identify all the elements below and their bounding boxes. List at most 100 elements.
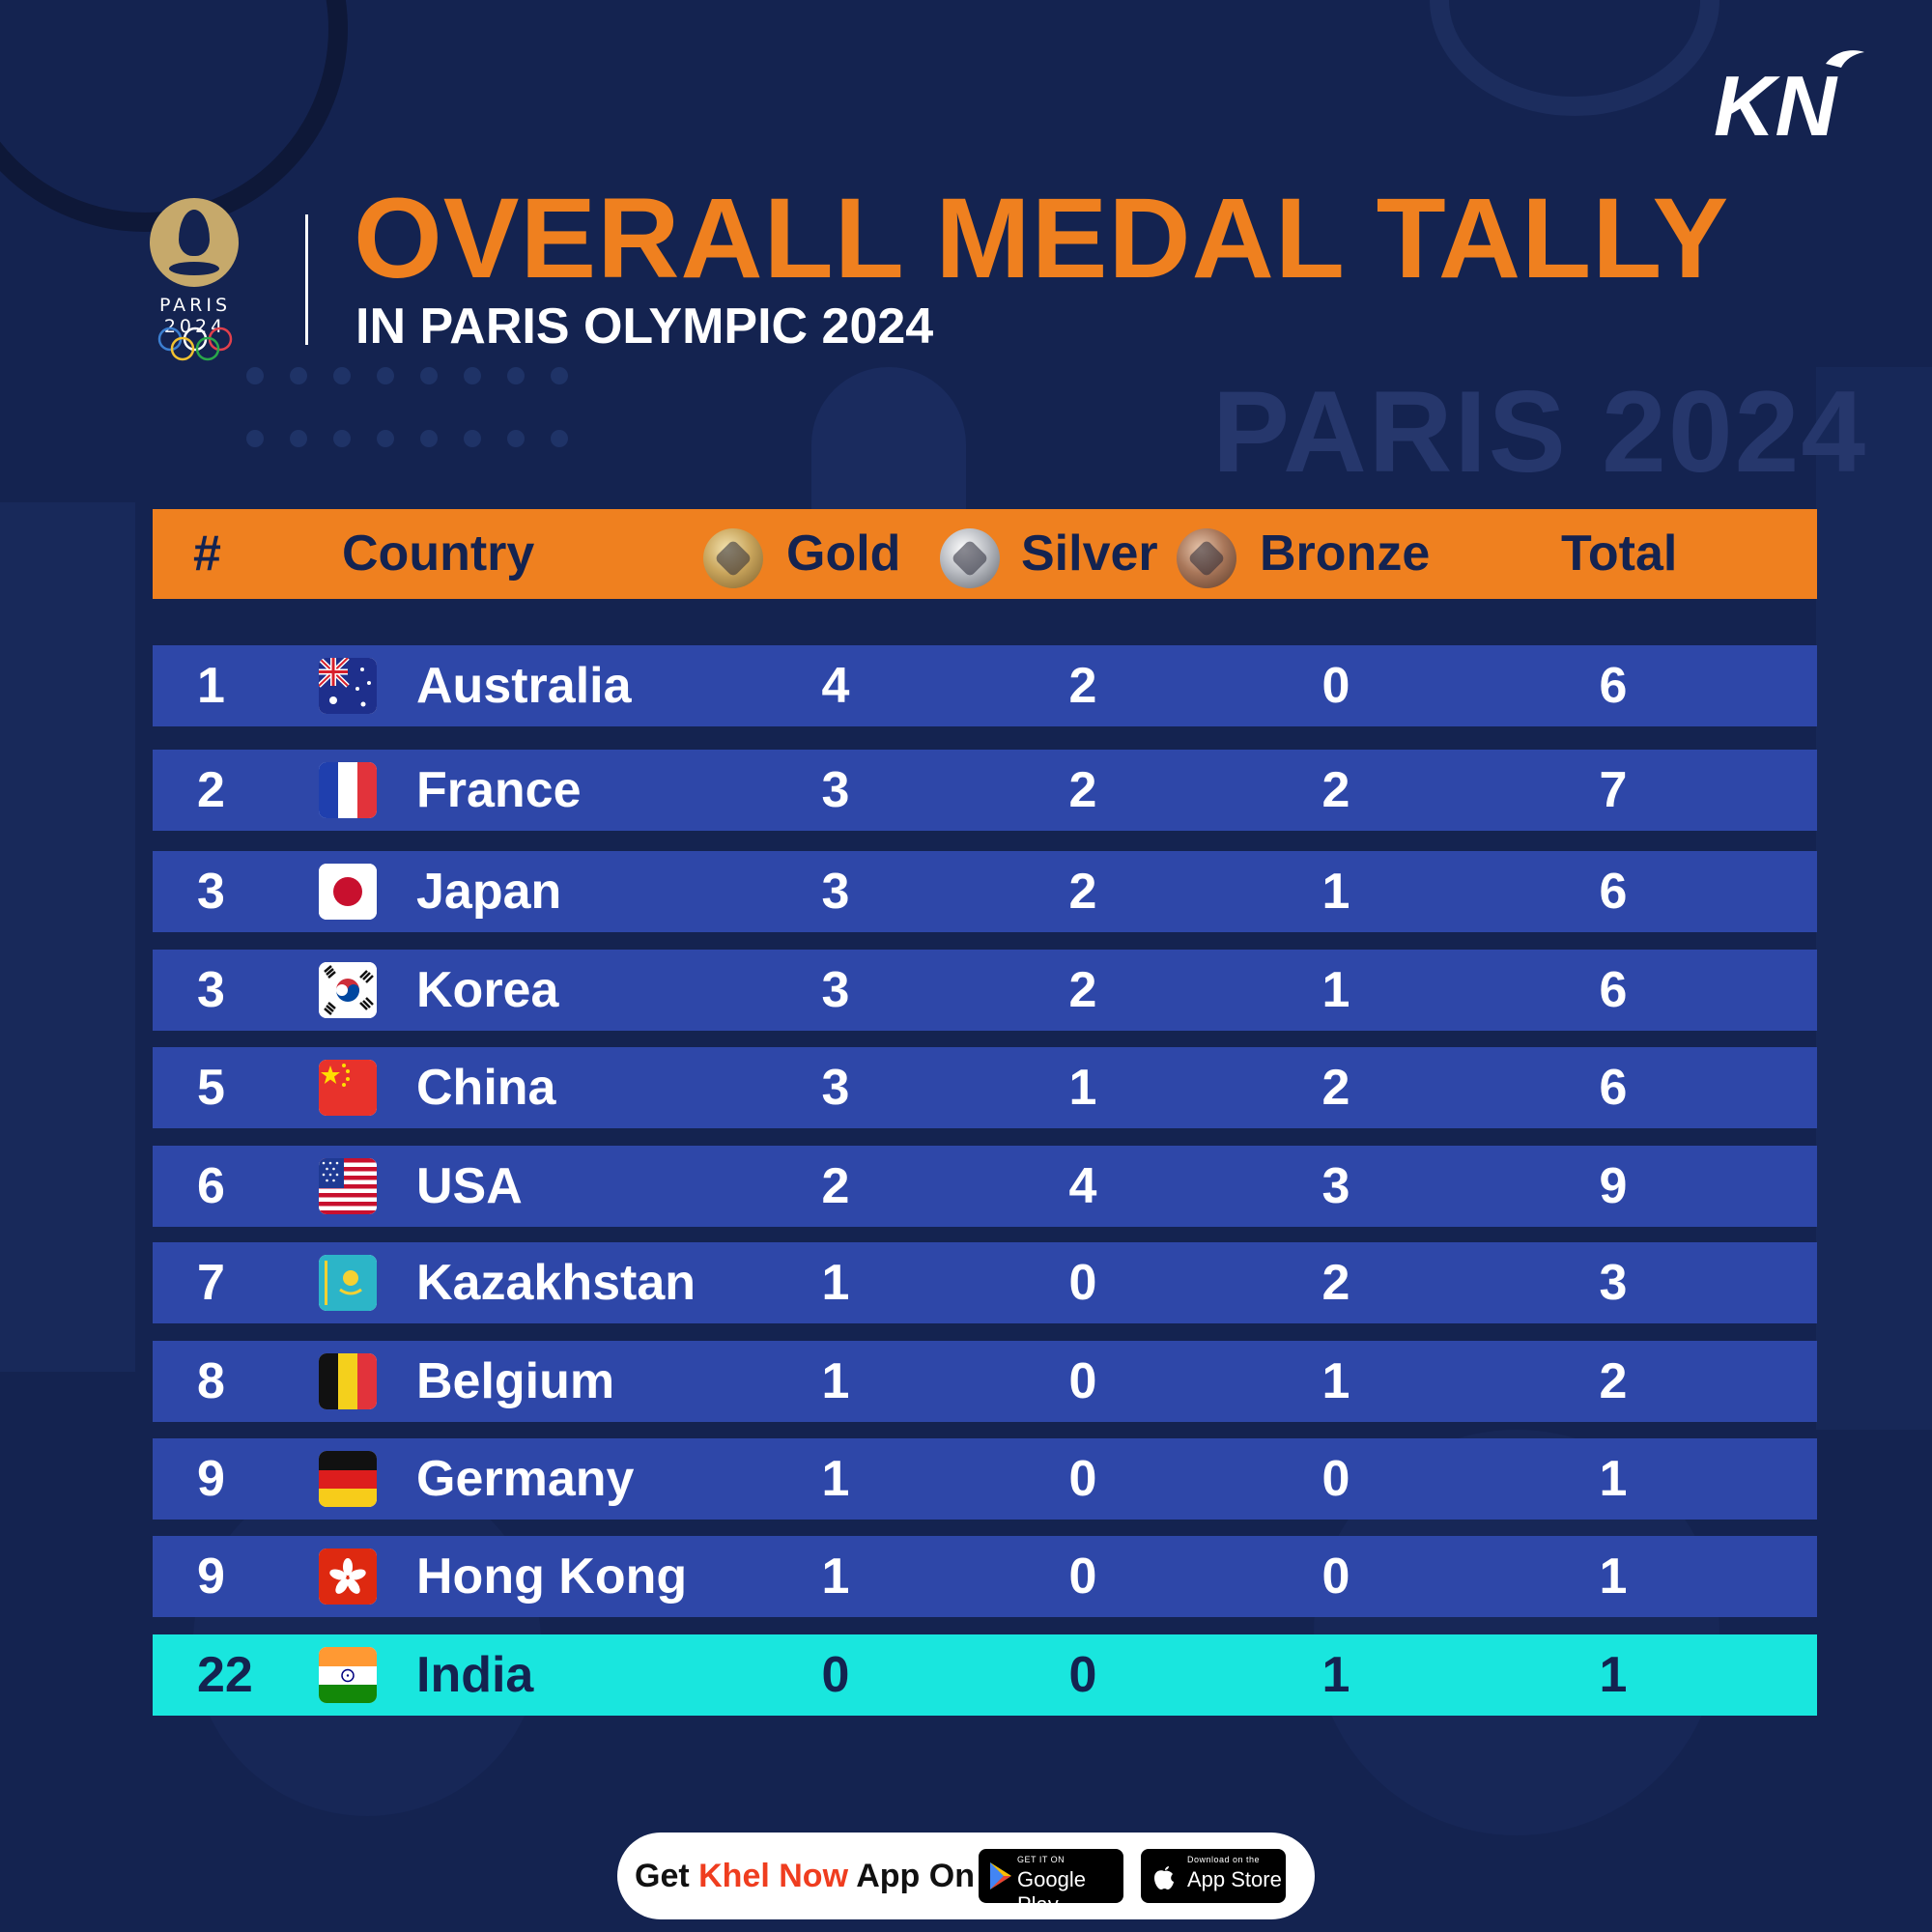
gold-count: 3 <box>821 762 850 818</box>
bronze-count: 1 <box>1321 1353 1350 1409</box>
cn-flag-icon <box>319 1060 377 1116</box>
apple-icon <box>1154 1866 1174 1889</box>
country-name: Germany <box>416 1451 635 1507</box>
app-store-small-text: Download on the <box>1187 1855 1261 1864</box>
gold-count: 1 <box>821 1353 850 1409</box>
rank-cell: 8 <box>197 1353 225 1409</box>
au-flag-icon <box>319 658 377 714</box>
silver-count: 2 <box>1068 762 1097 818</box>
silver-count: 4 <box>1068 1158 1097 1214</box>
rank-cell: 6 <box>197 1158 225 1214</box>
footer-brand: Khel Now <box>698 1858 849 1894</box>
khel-now-logo: KN <box>1714 50 1864 143</box>
table-row: 9 Germany 1 0 0 1 <box>153 1438 1817 1520</box>
bronze-count: 1 <box>1321 962 1350 1018</box>
country-name: Korea <box>416 962 559 1018</box>
bronze-count: 0 <box>1321 1548 1350 1605</box>
total-count: 6 <box>1599 658 1628 714</box>
total-count: 2 <box>1599 1353 1628 1409</box>
total-count: 9 <box>1599 1158 1628 1214</box>
bronze-count: 2 <box>1321 1060 1350 1116</box>
gold-count: 0 <box>821 1647 850 1703</box>
google-play-button[interactable]: GET IT ON Google Play <box>979 1849 1123 1917</box>
paris-2024-logo: PARIS 2024 <box>124 198 267 362</box>
table-row: 22 India 0 0 1 1 <box>153 1634 1817 1716</box>
header-silver: Silver <box>1021 526 1158 582</box>
rank-cell: 22 <box>197 1647 253 1703</box>
header-gold: Gold <box>786 526 901 582</box>
country-name: China <box>416 1060 556 1116</box>
bronze-medal-icon <box>1177 528 1236 588</box>
rank-cell: 7 <box>197 1255 225 1311</box>
total-count: 1 <box>1599 1548 1628 1605</box>
jp-flag-icon <box>319 864 377 920</box>
page-title: OVERALL MEDAL TALLY <box>354 175 1730 302</box>
in-flag-icon <box>319 1647 377 1703</box>
silver-count: 0 <box>1068 1353 1097 1409</box>
app-store-label: App Store <box>1187 1867 1282 1891</box>
silver-count: 2 <box>1068 962 1097 1018</box>
bronze-count: 1 <box>1321 864 1350 920</box>
svg-text:KN: KN <box>1714 58 1839 143</box>
country-name: Hong Kong <box>416 1548 688 1605</box>
rank-cell: 3 <box>197 864 225 920</box>
gold-count: 1 <box>821 1548 850 1605</box>
olympic-rings-icon <box>157 327 233 361</box>
page-subtitle: IN PARIS OLYMPIC 2024 <box>355 298 934 355</box>
silver-count: 2 <box>1068 658 1097 714</box>
total-count: 6 <box>1599 1060 1628 1116</box>
country-name: Japan <box>416 864 562 920</box>
silver-count: 1 <box>1068 1060 1097 1116</box>
total-count: 6 <box>1599 962 1628 1018</box>
gold-count: 2 <box>821 1158 850 1214</box>
header-total: Total <box>1561 526 1678 582</box>
us-flag-icon <box>319 1158 377 1214</box>
header-country: Country <box>342 526 535 582</box>
rank-cell: 9 <box>197 1548 225 1605</box>
rank-cell: 1 <box>197 658 225 714</box>
country-name: Kazakhstan <box>416 1255 696 1311</box>
table-row: 3 Japan 3 2 1 6 <box>153 851 1817 932</box>
gold-count: 3 <box>821 1060 850 1116</box>
bronze-count: 0 <box>1321 658 1350 714</box>
bronze-count: 1 <box>1321 1647 1350 1703</box>
google-play-label: Google Play <box>1017 1867 1086 1917</box>
table-row: 8 Belgium 1 0 1 2 <box>153 1341 1817 1422</box>
silver-count: 0 <box>1068 1255 1097 1311</box>
de-flag-icon <box>319 1451 377 1507</box>
app-store-button[interactable]: Download on the App Store <box>1141 1849 1286 1903</box>
footer-text: Get Khel Now App On <box>635 1858 975 1894</box>
rank-cell: 3 <box>197 962 225 1018</box>
header-bronze: Bronze <box>1260 526 1431 582</box>
total-count: 7 <box>1599 762 1628 818</box>
country-name: USA <box>416 1158 523 1214</box>
bronze-count: 2 <box>1321 762 1350 818</box>
flame-medal-icon <box>150 198 239 287</box>
table-row: 2 France 3 2 2 7 <box>153 750 1817 831</box>
silver-count: 0 <box>1068 1548 1097 1605</box>
gold-count: 1 <box>821 1255 850 1311</box>
background-panel <box>0 502 135 1372</box>
country-name: France <box>416 762 582 818</box>
background-ring <box>0 0 348 232</box>
country-name: India <box>416 1647 534 1703</box>
fr-flag-icon <box>319 762 377 818</box>
silver-count: 0 <box>1068 1647 1097 1703</box>
bronze-count: 3 <box>1321 1158 1350 1214</box>
silver-count: 2 <box>1068 864 1097 920</box>
google-play-small-text: GET IT ON <box>1017 1855 1065 1864</box>
total-count: 3 <box>1599 1255 1628 1311</box>
rank-cell: 5 <box>197 1060 225 1116</box>
total-count: 1 <box>1599 1647 1628 1703</box>
gold-count: 3 <box>821 962 850 1018</box>
silver-count: 0 <box>1068 1451 1097 1507</box>
kr-flag-icon <box>319 962 377 1018</box>
rank-cell: 9 <box>197 1451 225 1507</box>
app-download-banner[interactable]: Get Khel Now App On GET IT ON Google Pla… <box>617 1833 1315 1919</box>
silver-medal-icon <box>940 528 1000 588</box>
background-arch <box>811 367 966 522</box>
bronze-count: 2 <box>1321 1255 1350 1311</box>
gold-count: 3 <box>821 864 850 920</box>
be-flag-icon <box>319 1353 377 1409</box>
hk-flag-icon <box>319 1548 377 1605</box>
